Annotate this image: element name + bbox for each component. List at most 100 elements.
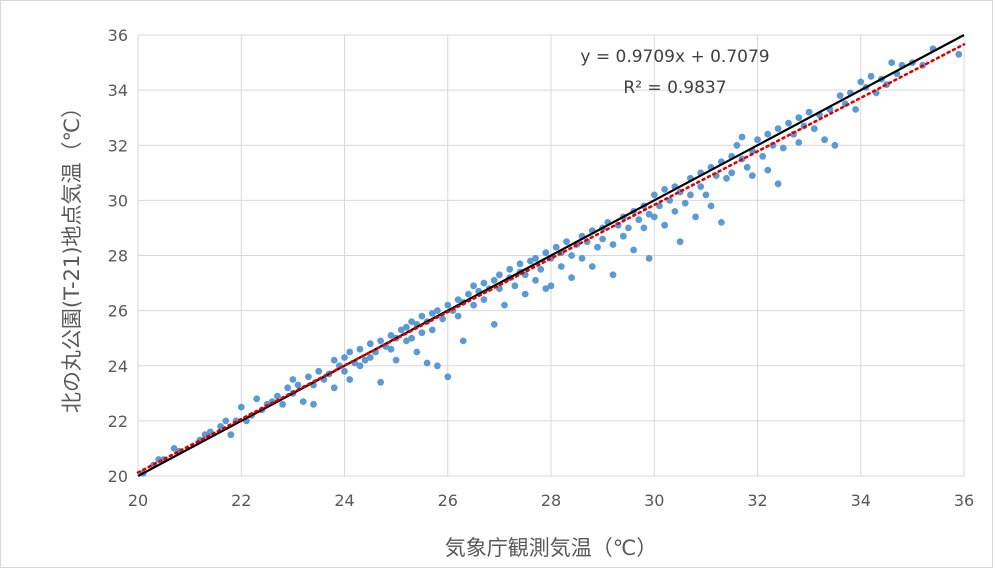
data-point (568, 274, 575, 281)
data-point (428, 310, 436, 317)
x-tick-label: 36 (954, 491, 974, 510)
data-point (310, 400, 317, 408)
y-axis-title: 北の丸公園(T-21)地点気温（℃） (60, 97, 84, 413)
data-point (465, 290, 472, 298)
data-point (650, 191, 658, 199)
data-point (785, 119, 792, 127)
data-point (470, 282, 477, 290)
data-point (728, 169, 736, 177)
x-tick-label: 32 (747, 491, 767, 510)
data-point (454, 312, 462, 320)
data-point (480, 279, 488, 287)
data-point (542, 249, 550, 257)
data-point (578, 254, 586, 262)
data-point (397, 326, 405, 334)
data-point (692, 213, 699, 221)
data-point (346, 376, 354, 383)
data-point (609, 241, 617, 248)
data-point (609, 271, 617, 279)
data-point (413, 348, 421, 356)
data-point (650, 213, 658, 221)
data-point (779, 144, 787, 152)
data-point (547, 282, 555, 290)
data-point (687, 191, 694, 199)
data-point (702, 191, 710, 199)
data-point (645, 210, 653, 218)
y-tick-label: 36 (108, 26, 128, 45)
data-point (408, 334, 415, 342)
x-tick-label: 34 (851, 491, 871, 510)
data-point (237, 403, 245, 411)
data-point (738, 133, 746, 141)
lines-layer (136, 34, 966, 477)
data-point (588, 263, 596, 270)
data-point (821, 136, 828, 144)
x-tick-label: 20 (128, 491, 148, 510)
data-point (501, 301, 508, 309)
data-point (418, 329, 426, 337)
tick-label-layer: 20 22 24 26 28 30 32 34 36 20 22 24 26 28 30 32 34 36 (108, 26, 975, 510)
data-point (470, 301, 477, 309)
r-squared-label: R² = 0.9837 (623, 78, 726, 98)
data-point (718, 219, 725, 226)
data-point (346, 348, 354, 356)
data-point (480, 296, 488, 303)
trendline-equation: y = 0.9709x + 0.7079 (580, 47, 769, 67)
data-point (630, 246, 637, 254)
data-point (341, 367, 348, 375)
data-point (434, 307, 441, 314)
data-point (330, 384, 338, 392)
y-tick-label: 22 (108, 412, 128, 431)
x-tick-label: 30 (644, 491, 664, 510)
data-point (661, 186, 668, 193)
x-axis-title: 気象庁観測気温（℃） (445, 536, 658, 560)
data-point (831, 141, 839, 149)
data-point (459, 337, 467, 345)
data-point (754, 136, 761, 144)
data-point (888, 59, 896, 66)
y-tick-label: 24 (108, 357, 128, 376)
x-tick-label: 22 (231, 491, 251, 510)
data-point (222, 417, 230, 425)
data-point (743, 163, 751, 171)
data-point (516, 260, 524, 268)
data-point (403, 323, 410, 331)
data-points-layer (139, 45, 963, 477)
data-point (774, 125, 782, 133)
data-point (707, 202, 715, 210)
data-point (635, 216, 643, 224)
x-tick-label: 24 (334, 491, 354, 510)
data-point (356, 362, 364, 370)
data-point (774, 180, 782, 188)
x-tick-label: 26 (438, 491, 458, 510)
data-point (444, 301, 452, 309)
data-point (568, 252, 575, 259)
data-point (315, 367, 323, 375)
data-point (361, 356, 369, 364)
data-point (341, 354, 348, 361)
data-point (299, 398, 307, 405)
data-point (356, 345, 364, 353)
data-point (387, 332, 395, 339)
data-point (599, 235, 606, 243)
data-point (305, 373, 312, 381)
data-point (490, 321, 498, 328)
data-point (764, 166, 772, 174)
data-point (852, 106, 859, 113)
data-point (490, 276, 498, 284)
data-point (805, 108, 813, 116)
data-point (676, 238, 684, 246)
data-point (392, 356, 400, 364)
data-point (542, 285, 550, 292)
data-point (434, 362, 441, 370)
data-point (428, 326, 436, 334)
data-point (764, 130, 772, 138)
data-point (511, 282, 519, 290)
data-point (563, 238, 570, 246)
y-tick-label: 34 (108, 81, 128, 100)
data-point (625, 224, 632, 232)
data-point (253, 395, 261, 403)
data-point (366, 340, 374, 348)
data-point (661, 221, 668, 229)
data-point (733, 141, 741, 149)
